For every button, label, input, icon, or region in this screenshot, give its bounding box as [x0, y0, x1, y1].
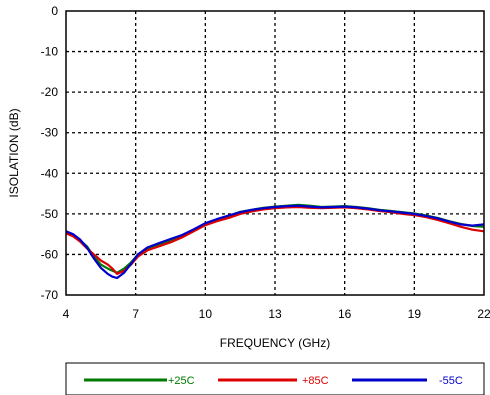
legend-label: -55C [439, 375, 463, 387]
legend: +25C +85C -55C [84, 375, 463, 387]
y-tick-label: 0 [51, 4, 58, 18]
x-tick-label: 7 [132, 307, 139, 321]
legend-label: +25C [168, 375, 195, 387]
x-axis-label: FREQUENCY (GHz) [220, 336, 330, 350]
y-tick-label: -20 [41, 85, 59, 99]
x-tick-label: 16 [338, 307, 352, 321]
x-tick-labels: 4 7 10 13 16 19 22 [63, 307, 490, 321]
x-tick-label: 4 [63, 307, 70, 321]
grid-lines [66, 11, 484, 295]
x-tick-label: 13 [268, 307, 282, 321]
x-tick-label: 22 [477, 307, 490, 321]
y-tick-labels: 0 -10 -20 -30 -40 -50 -60 -70 [41, 4, 59, 302]
y-tick-label: -30 [41, 126, 59, 140]
x-tick-label: 19 [408, 307, 422, 321]
legend-label: +85C [302, 375, 329, 387]
y-tick-label: -50 [41, 207, 59, 221]
y-tick-label: -70 [41, 288, 59, 302]
y-axis-label: ISOLATION (dB) [7, 108, 21, 197]
x-tick-label: 10 [199, 307, 213, 321]
plot-frame [65, 10, 485, 296]
y-tick-label: -10 [41, 45, 59, 59]
series-line-85C [65, 205, 485, 275]
y-tick-label: -40 [41, 166, 59, 180]
series-line-55C [65, 204, 485, 280]
y-tick-label: -60 [41, 247, 59, 261]
series-lines [65, 203, 485, 280]
